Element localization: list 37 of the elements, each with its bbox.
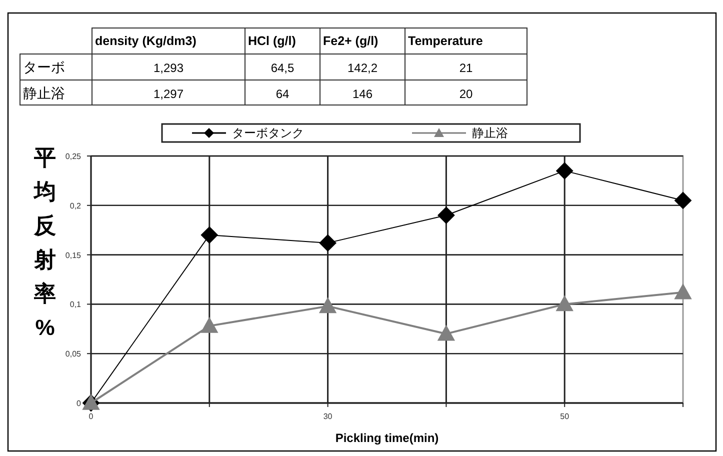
y-tick-label: 0,15	[65, 250, 82, 260]
point	[674, 192, 692, 209]
text: 64,5	[270, 61, 294, 75]
category-label: Temperature	[408, 34, 483, 48]
point	[556, 296, 574, 312]
point	[438, 325, 455, 341]
text: 146	[352, 87, 373, 101]
text: 21	[459, 61, 473, 75]
x-tick-label: 0	[88, 412, 94, 421]
category-label: density (Kg/dm3)	[95, 34, 196, 48]
category-label: HCl (g/l)	[248, 34, 296, 48]
text: 1,297	[153, 87, 184, 101]
y-tick-label: 0,05	[65, 350, 82, 359]
y-tick-label: 0,2	[70, 201, 82, 210]
y-axis-title: 平均反射率%	[33, 145, 56, 340]
text: 1,293	[153, 61, 184, 75]
legend-label: ターボタンク	[232, 126, 304, 140]
legend-label: 静止浴	[472, 126, 508, 140]
text: 20	[459, 87, 473, 101]
point	[556, 162, 574, 180]
y-tick-label: 0,1	[70, 300, 82, 310]
category-label: Fe2+ (g/l)	[323, 34, 378, 48]
x-tick-label: 50	[560, 412, 570, 421]
y-tick-label: 0	[76, 399, 82, 408]
point	[674, 284, 692, 300]
point	[200, 226, 218, 244]
category-label: ターボ	[23, 59, 65, 75]
y-tick-label: 0,25	[65, 152, 82, 161]
point	[319, 298, 336, 314]
x-tick-label: 30	[323, 412, 333, 421]
category-label: 静止浴	[23, 85, 65, 101]
point	[319, 234, 336, 252]
text: 142,2	[347, 61, 378, 75]
text: 64	[276, 87, 290, 101]
point	[200, 317, 218, 333]
x-axis-title: Pickling time(min)	[335, 431, 439, 445]
point	[438, 206, 455, 224]
